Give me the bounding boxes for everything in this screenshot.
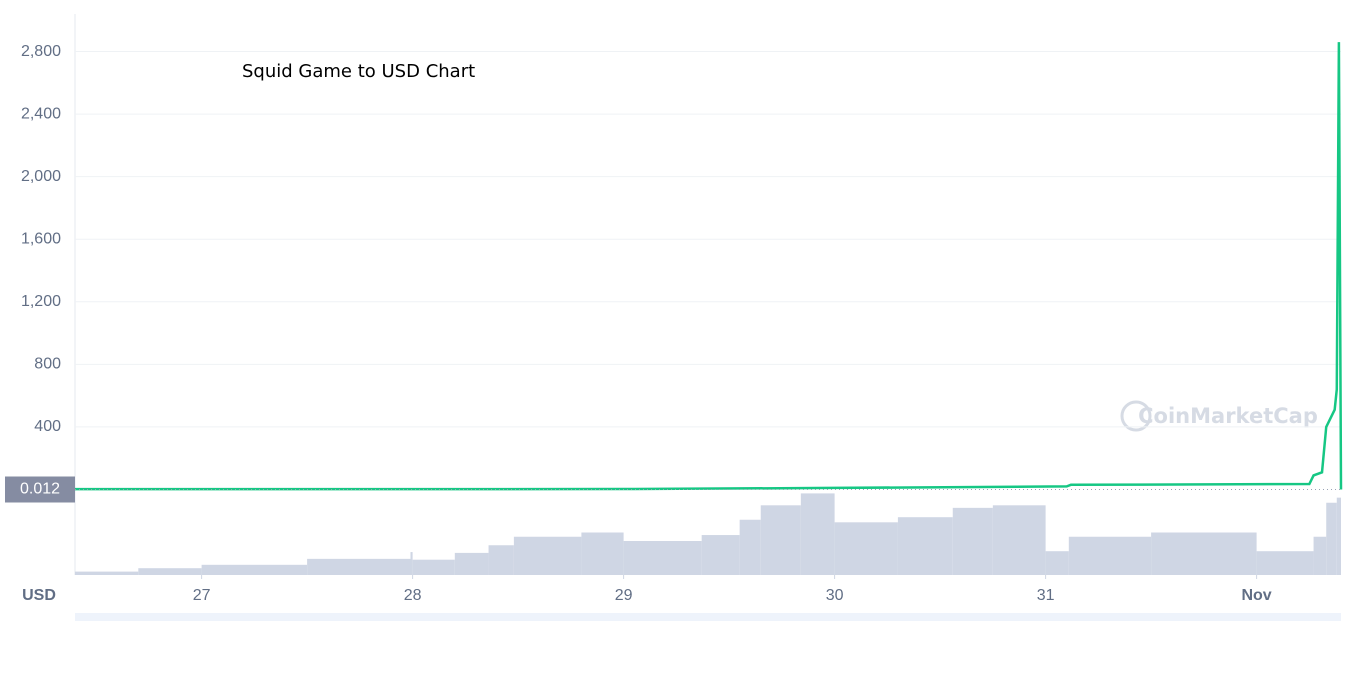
volume-bars [75, 493, 1341, 575]
volume-bar [1336, 497, 1341, 575]
volume-bar [897, 517, 953, 575]
x-tick-label: 29 [615, 587, 633, 604]
volume-bar [1151, 532, 1257, 575]
volume-bar [952, 507, 993, 575]
y-tick-label: 2,400 [21, 105, 61, 122]
volume-bar [454, 552, 489, 575]
volume-bar [410, 552, 413, 575]
scroll-bar[interactable] [75, 613, 1341, 621]
volume-bar [513, 536, 582, 575]
volume-bar [760, 505, 801, 575]
volume-bar [307, 558, 411, 575]
y-tick-label: 2,800 [21, 43, 61, 60]
y-tick-label: 1,200 [21, 293, 61, 310]
volume-bar [581, 532, 624, 575]
x-tick-label: 31 [1037, 587, 1055, 604]
volume-bar [1068, 536, 1152, 575]
volume-bar [488, 545, 514, 575]
volume-bar [138, 568, 202, 575]
volume-bar [75, 571, 139, 575]
watermark: CoinMarketCap [1138, 404, 1318, 428]
volume-bar [623, 541, 702, 575]
price-badge-label: 0.012 [20, 481, 60, 498]
volume-bar [1045, 551, 1069, 575]
volume-bar [1256, 551, 1314, 575]
y-axis-label: USD [22, 587, 56, 604]
volume-bar [834, 522, 898, 575]
y-tick-label: 1,600 [21, 230, 61, 247]
y-tick-label: 2,000 [21, 168, 61, 185]
y-tick-label: 400 [34, 418, 61, 435]
x-tick-label: Nov [1241, 587, 1271, 604]
x-tick-label: 28 [404, 587, 422, 604]
watermark-logo [1120, 400, 1152, 432]
volume-bar [800, 493, 835, 575]
chart-title: Squid Game to USD Chart [242, 61, 475, 82]
volume-bar [739, 519, 761, 575]
price-badge [5, 476, 75, 503]
volume-bar [412, 559, 455, 575]
volume-bar [992, 505, 1046, 575]
volume-bar [201, 564, 308, 575]
price-line [74, 42, 1343, 491]
volume-bar [701, 535, 740, 575]
y-tick-label: 800 [34, 356, 61, 373]
x-tick-label: 30 [826, 587, 844, 604]
x-tick-label: 27 [193, 587, 211, 604]
volume-bar [1326, 502, 1337, 575]
volume-bar [1313, 536, 1327, 575]
